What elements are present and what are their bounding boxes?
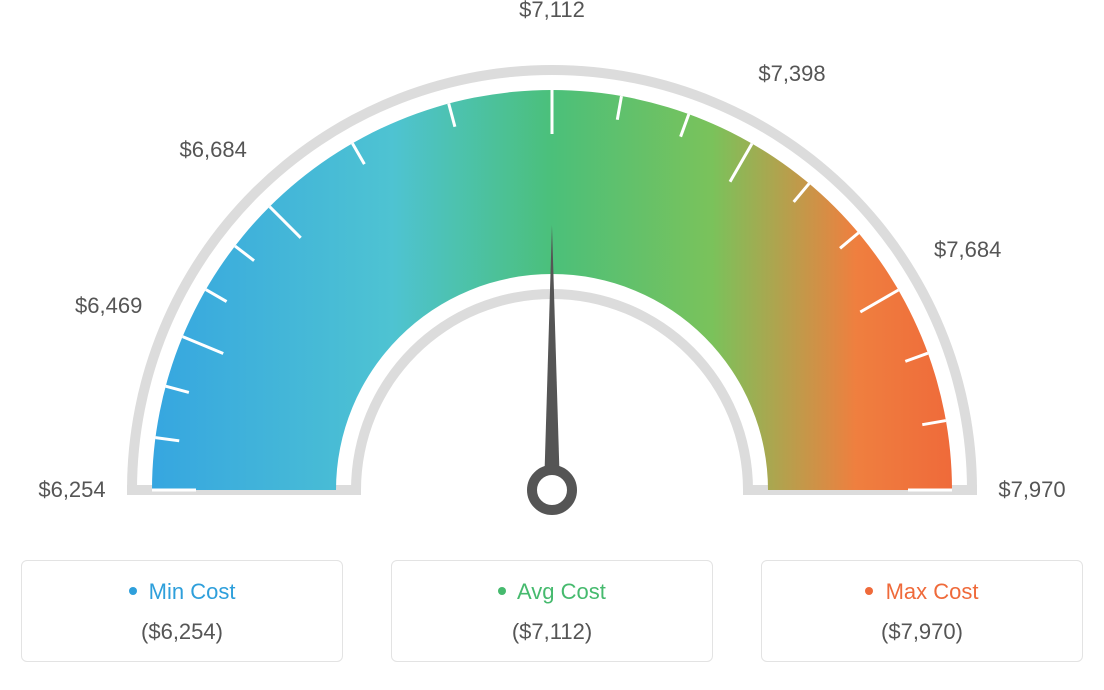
gauge-tick-label: $6,469 xyxy=(75,293,142,319)
gauge-tick-label: $7,970 xyxy=(998,477,1065,503)
avg-cost-card: Avg Cost ($7,112) xyxy=(391,560,713,662)
min-dot-icon xyxy=(129,587,137,595)
gauge-tick-label: $7,112 xyxy=(519,0,585,23)
gauge-tick-label: $7,398 xyxy=(758,61,825,87)
min-cost-title: Min Cost xyxy=(32,579,332,605)
max-cost-title: Max Cost xyxy=(772,579,1072,605)
avg-cost-title-text: Avg Cost xyxy=(517,579,606,604)
cost-gauge: $6,254$6,469$6,684$7,112$7,398$7,684$7,9… xyxy=(52,20,1052,540)
max-cost-title-text: Max Cost xyxy=(886,579,979,604)
max-cost-value: ($7,970) xyxy=(772,619,1072,645)
max-dot-icon xyxy=(865,587,873,595)
avg-dot-icon xyxy=(498,587,506,595)
gauge-tick-label: $7,684 xyxy=(934,237,1001,263)
legend-row: Min Cost ($6,254) Avg Cost ($7,112) Max … xyxy=(0,560,1104,662)
gauge-tick-label: $6,684 xyxy=(180,137,247,163)
max-cost-card: Max Cost ($7,970) xyxy=(761,560,1083,662)
min-cost-value: ($6,254) xyxy=(32,619,332,645)
avg-cost-title: Avg Cost xyxy=(402,579,702,605)
avg-cost-value: ($7,112) xyxy=(402,619,702,645)
gauge-tick-label: $6,254 xyxy=(38,477,105,503)
gauge-svg xyxy=(52,20,1052,540)
min-cost-title-text: Min Cost xyxy=(149,579,236,604)
min-cost-card: Min Cost ($6,254) xyxy=(21,560,343,662)
